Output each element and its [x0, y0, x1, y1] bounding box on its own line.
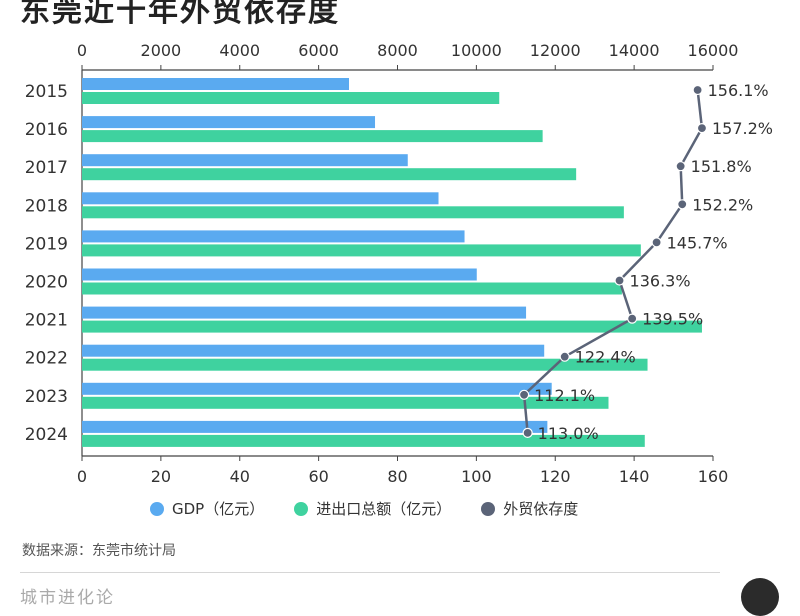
- ratio-point: [559, 351, 570, 362]
- bar-gdp: [82, 230, 465, 243]
- ratio-point: [675, 161, 686, 172]
- bottom-axis-tick-label: 40: [230, 467, 250, 486]
- bottom-axis-tick-label: 100: [461, 467, 492, 486]
- bar-trade: [82, 130, 543, 143]
- legend-item-trade: 进出口总额（亿元）: [294, 498, 451, 519]
- top-axis-tick-label: 10000: [451, 41, 502, 60]
- bar-line-chart: 0 2000 4000 6000 8000 10000 12000 14000 16000 0 20…: [25, 41, 773, 486]
- brand-name: 城市进化论: [20, 588, 115, 608]
- top-axis-tick-label: 14000: [609, 41, 660, 60]
- chart-legend: GDP（亿元） 进出口总额（亿元） 外贸依存度: [150, 498, 578, 519]
- ratio-data-label: 156.1%: [708, 81, 769, 100]
- footer-divider: [20, 572, 720, 573]
- bar-trade: [82, 320, 702, 333]
- bar-trade: [82, 282, 622, 295]
- bottom-axis-tick-label: 60: [308, 467, 328, 486]
- category-label: 2022: [25, 349, 68, 369]
- bar-gdp: [82, 116, 376, 129]
- ratio-point: [627, 313, 638, 324]
- ratio-data-label: 136.3%: [630, 272, 691, 291]
- category-label: 2016: [25, 120, 68, 140]
- category-label: 2018: [25, 196, 68, 216]
- bar-trade: [82, 434, 645, 447]
- bar-trade: [82, 244, 641, 257]
- top-axis-tick-label: 16000: [688, 41, 739, 60]
- category-label: 2015: [25, 82, 68, 102]
- bottom-axis-tick-label: 160: [698, 467, 729, 486]
- chart-title: 东莞近十年外贸依存度: [20, 0, 340, 29]
- data-source: 数据来源：东莞市统计局: [22, 543, 176, 559]
- ratio-data-label: 113.0%: [538, 424, 599, 443]
- legend-swatch-ratio: [481, 501, 496, 516]
- top-axis-tick-label: 12000: [530, 41, 581, 60]
- bottom-axis-tick-label: 140: [619, 467, 650, 486]
- category-label: 2017: [25, 158, 68, 178]
- bar-gdp: [82, 268, 477, 281]
- category-label: 2020: [25, 273, 68, 293]
- ratio-data-label: 139.5%: [642, 310, 703, 329]
- legend-label-gdp: GDP（亿元）: [172, 500, 265, 518]
- legend-label-ratio: 外贸依存度: [503, 500, 579, 518]
- ratio-data-label: 122.4%: [575, 348, 636, 367]
- bar-gdp: [82, 382, 552, 395]
- ratio-point: [518, 389, 530, 400]
- bar-gdp: [82, 154, 408, 167]
- ratio-point: [651, 237, 662, 248]
- ratio-point: [696, 123, 708, 134]
- category-label: 2021: [25, 311, 68, 331]
- bar-gdp: [82, 420, 548, 433]
- ratio-point: [692, 84, 703, 96]
- legend-swatch-trade: [294, 501, 309, 516]
- bottom-axis-tick-label: 0: [77, 467, 87, 486]
- top-axis-tick-label: 4000: [219, 41, 260, 60]
- legend-item-ratio: 外贸依存度: [481, 498, 578, 519]
- bar-gdp: [82, 306, 527, 319]
- top-axis-tick-label: 6000: [298, 41, 339, 60]
- top-axis-tick-label: 2000: [141, 41, 182, 60]
- bottom-axis-tick-label: 120: [540, 467, 571, 486]
- ratio-point: [614, 275, 625, 286]
- bottom-axis-tick-label: 80: [387, 467, 407, 486]
- bar-gdp: [82, 78, 349, 90]
- bar-trade: [82, 92, 500, 104]
- bar-trade: [82, 206, 624, 219]
- ratio-data-label: 112.1%: [534, 386, 595, 405]
- bar-trade: [82, 358, 648, 371]
- bar-trade: [82, 396, 609, 409]
- bar-trade: [82, 168, 577, 181]
- category-label: 2024: [25, 425, 68, 445]
- bottom-axis-tick-label: 20: [151, 467, 171, 486]
- ratio-data-label: 151.8%: [691, 157, 752, 176]
- category-label: 2023: [25, 387, 68, 407]
- legend-item-gdp: GDP（亿元）: [150, 498, 264, 519]
- legend-label-trade: 进出口总额（亿元）: [316, 500, 452, 518]
- top-axis-tick-label: 8000: [377, 41, 418, 60]
- ratio-line: [522, 89, 704, 434]
- ratio-point: [522, 427, 533, 438]
- category-label: 2019: [25, 234, 68, 254]
- ratio-data-label: 152.2%: [692, 195, 753, 214]
- top-axis-tick-label: 0: [77, 41, 87, 60]
- ratio-point: [677, 199, 688, 210]
- bar-gdp: [82, 344, 545, 357]
- bar-gdp: [82, 192, 439, 205]
- legend-swatch-gdp: [150, 501, 164, 516]
- ratio-data-label: 145.7%: [667, 233, 728, 252]
- ratio-data-label: 157.2%: [712, 119, 773, 138]
- brand-logo: [741, 578, 779, 616]
